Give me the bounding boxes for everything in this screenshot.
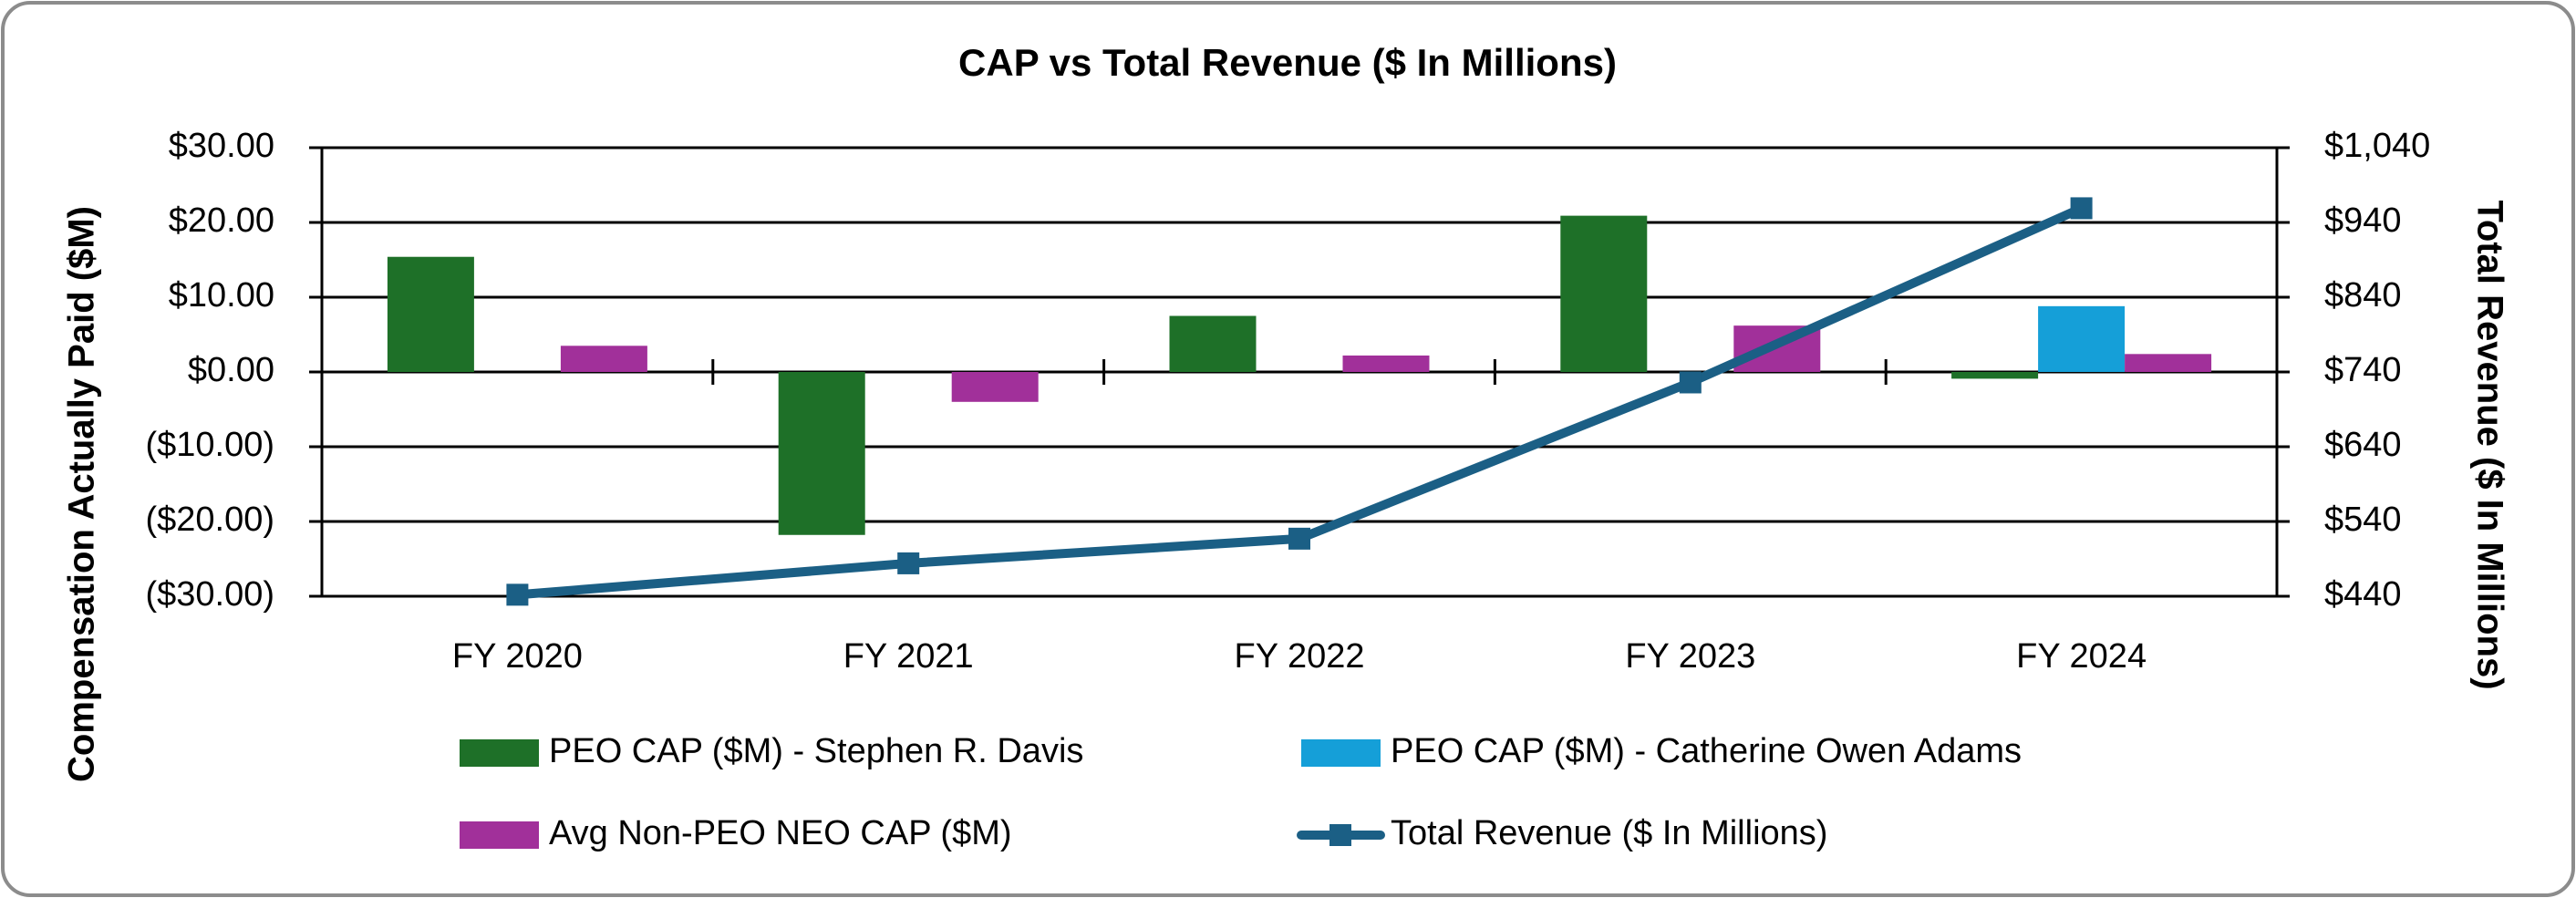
line-marker [506,583,529,606]
line-marker [1679,371,1702,394]
bar [951,372,1039,402]
x-tick-label: FY 2022 [1235,637,1365,676]
y2-axis-title: Total Revenue ($ In Millions) [2469,200,2509,689]
bar [1951,372,2039,379]
y-tick-label: $30.00 [169,127,274,165]
y2-tick-label: $940 [2324,201,2402,240]
y2-tick-label: $540 [2324,501,2402,539]
y-tick-label: ($30.00) [145,575,274,614]
y2-tick-label: $840 [2324,276,2402,315]
chart-title: CAP vs Total Revenue ($ In Millions) [958,41,1617,84]
legend-swatch [460,821,539,849]
bar [2125,354,2212,372]
legend-label: Avg Non-PEO NEO CAP ($M) [549,814,1012,852]
line-marker [2070,197,2093,220]
bar [387,256,474,372]
bar [1560,215,1648,372]
y-tick-label: ($10.00) [145,426,274,464]
y2-tick-label: $740 [2324,351,2402,389]
legend-label: PEO CAP ($M) - Stephen R. Davis [549,732,1083,770]
legend-swatch [1301,739,1381,767]
y-tick-label: $0.00 [188,351,274,389]
x-tick-label: FY 2020 [452,637,583,676]
y-tick-label: $20.00 [169,201,274,240]
bar [2038,305,2126,372]
y2-tick-label: $1,040 [2324,127,2430,165]
line-marker [897,552,920,574]
legend-label: Total Revenue ($ In Millions) [1391,814,1827,852]
y-tick-label: $10.00 [169,276,274,315]
y2-tick-label: $640 [2324,426,2402,464]
line-marker [1288,527,1310,550]
bar [1342,355,1430,372]
bar [560,346,647,372]
y-tick-label: ($20.00) [145,501,274,539]
x-tick-label: FY 2021 [843,637,974,676]
bar [778,372,865,535]
y-axis-title: Compensation Actually Paid ($M) [62,206,102,782]
x-tick-label: FY 2023 [1625,637,1755,676]
x-tick-label: FY 2024 [2016,637,2147,676]
y2-tick-label: $440 [2324,575,2402,614]
legend-swatch [1329,824,1351,846]
legend-swatch [460,739,539,767]
legend-label: PEO CAP ($M) - Catherine Owen Adams [1391,732,2022,770]
bar [1169,315,1257,372]
